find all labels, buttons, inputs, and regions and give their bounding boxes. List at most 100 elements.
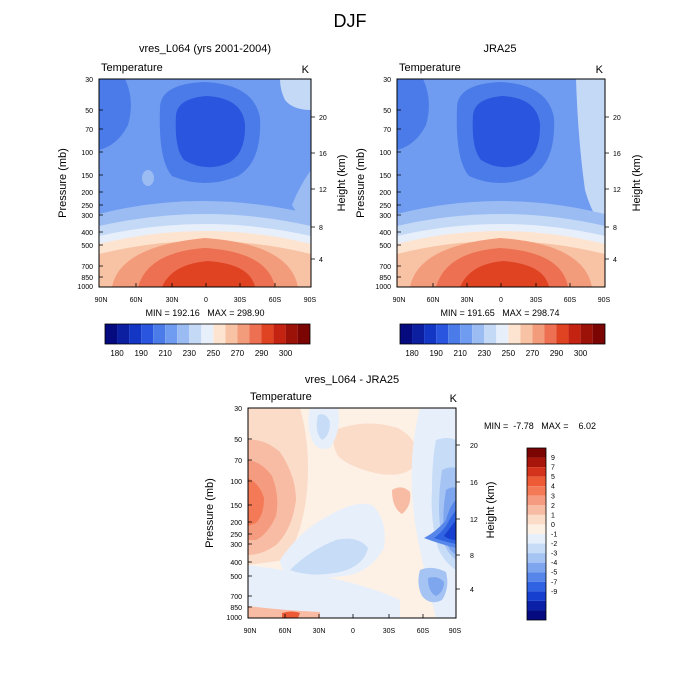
colorbar-label: 7 (551, 465, 555, 472)
colorbar-label: 190 (134, 349, 148, 358)
y-right-tick-marks (605, 116, 609, 260)
x-tick-label: 90S (449, 628, 462, 635)
y-tick-label: 200 (230, 520, 242, 527)
colorbar-swatch (544, 324, 557, 344)
y-right-axis-label: Height (km) (631, 155, 643, 212)
contour-fill (248, 606, 320, 618)
x-axis: 90N 60N 30N 0 30S 60S 90S (95, 283, 317, 304)
colorbar-label: -4 (551, 560, 557, 567)
contour-field (397, 79, 605, 287)
contour-fill (248, 478, 264, 526)
contour-fill (162, 261, 255, 287)
contour-fill (333, 423, 419, 475)
y-right-tick-label: 20 (470, 443, 478, 450)
colorbar-label: 230 (183, 349, 197, 358)
panel-left-label: Temperature (101, 62, 163, 74)
x-tick-label: 90S (598, 297, 611, 304)
y-tick-label: 50 (383, 108, 391, 115)
y-tick-label: 150 (81, 173, 93, 180)
colorbar-swatch (201, 324, 214, 344)
contour-fill (292, 170, 311, 219)
x-tick-label: 30N (166, 297, 179, 304)
y-tick-label: 400 (81, 230, 93, 237)
colorbar-swatch (527, 476, 546, 487)
y-tick-label: 100 (81, 150, 93, 157)
x-tick-label: 30N (461, 297, 474, 304)
y-right-tick-label: 8 (613, 225, 617, 232)
colorbar: 180 190 210 230 250 270 290 300 (399, 323, 606, 358)
y-tick-label: 200 (379, 190, 391, 197)
contour-field (99, 79, 311, 287)
colorbar-label: 300 (279, 349, 293, 358)
y-tick-label: 100 (379, 150, 391, 157)
plot-frame (98, 78, 312, 288)
panel-model: vres_L064 (yrs 2001-2004) Temperature K … (57, 43, 348, 358)
x-tick-label: 0 (499, 297, 503, 304)
y-tick-label: 500 (379, 243, 391, 250)
y-tick-label: 30 (383, 77, 391, 84)
y-axis-label: Pressure (mb) (355, 148, 367, 218)
colorbar-label: -9 (551, 589, 557, 596)
colorbar-swatch (129, 324, 142, 344)
y-tick-marks (397, 78, 401, 278)
colorbar: 9 7 5 4 3 2 1 0 -1 -2 -3 -4 -5 -7 -9 (526, 447, 557, 621)
contour-fill (248, 565, 400, 618)
colorbar-swatch (177, 324, 190, 344)
colorbar-swatch (527, 505, 546, 515)
colorbar-frame (104, 323, 311, 345)
colorbar-label: -3 (551, 551, 557, 558)
x-tick-label: 90N (393, 297, 406, 304)
panel-left-label: Temperature (250, 391, 312, 403)
panel-right-label: K (302, 64, 310, 76)
colorbar-swatch (532, 324, 545, 344)
x-tick-label: 30S (530, 297, 543, 304)
x-tick-label: 30S (383, 628, 396, 635)
colorbar-swatch (400, 324, 413, 344)
y-tick-label: 1000 (77, 284, 93, 291)
colorbar-frame (399, 323, 606, 345)
y-tick-label: 1000 (375, 284, 391, 291)
colorbar-label: 250 (502, 349, 516, 358)
colorbar-swatch (527, 514, 546, 525)
y-tick-label: 30 (85, 77, 93, 84)
contour-fill (290, 538, 368, 575)
colorbar-swatch (105, 324, 118, 344)
colorbar-swatch (527, 553, 546, 563)
y-right-tick-label: 4 (319, 257, 323, 264)
y-right-axis-label: Height (km) (485, 482, 497, 539)
y-tick-label: 50 (85, 108, 93, 115)
y-right-tick-label: 8 (470, 553, 474, 560)
y-tick-label: 200 (81, 190, 93, 197)
y-tick-label: 700 (230, 594, 242, 601)
contour-fill (444, 520, 456, 540)
colorbar-swatch (261, 324, 274, 344)
y-tick-label: 150 (230, 503, 242, 510)
y-tick-label: 50 (234, 437, 242, 444)
y-tick-label: 30 (234, 406, 242, 413)
colorbar-swatch (237, 324, 250, 344)
y-tick-label: 300 (379, 213, 391, 220)
panel-left-label: Temperature (399, 62, 461, 74)
contour-fill (472, 96, 541, 168)
y-tick-label: 500 (81, 243, 93, 250)
colorbar-swatch (527, 495, 546, 506)
y-right-tick-label: 8 (319, 225, 323, 232)
colorbar-swatch (273, 324, 286, 344)
stats-text: MIN = 191.65 MAX = 298.74 (440, 308, 559, 318)
y-tick-label: 100 (230, 479, 242, 486)
colorbar-label: -1 (551, 532, 557, 539)
y-right-tick-label: 20 (319, 115, 327, 122)
y-right-tick-label: 16 (470, 480, 478, 487)
colorbar-label: 9 (551, 455, 555, 462)
colorbar-swatch (520, 324, 533, 344)
panel-difference: vres_L064 - JRA25 Temperature K (204, 374, 596, 635)
x-tick-label: 60S (417, 628, 430, 635)
colorbar-swatch (484, 324, 497, 344)
colorbar-label: 4 (551, 484, 555, 491)
y-tick-label: 700 (379, 264, 391, 271)
panel-title: vres_L064 - JRA25 (305, 374, 399, 386)
colorbar-label: -7 (551, 579, 557, 586)
colorbar-swatch (165, 324, 178, 344)
y-right-tick-marks (311, 116, 315, 260)
